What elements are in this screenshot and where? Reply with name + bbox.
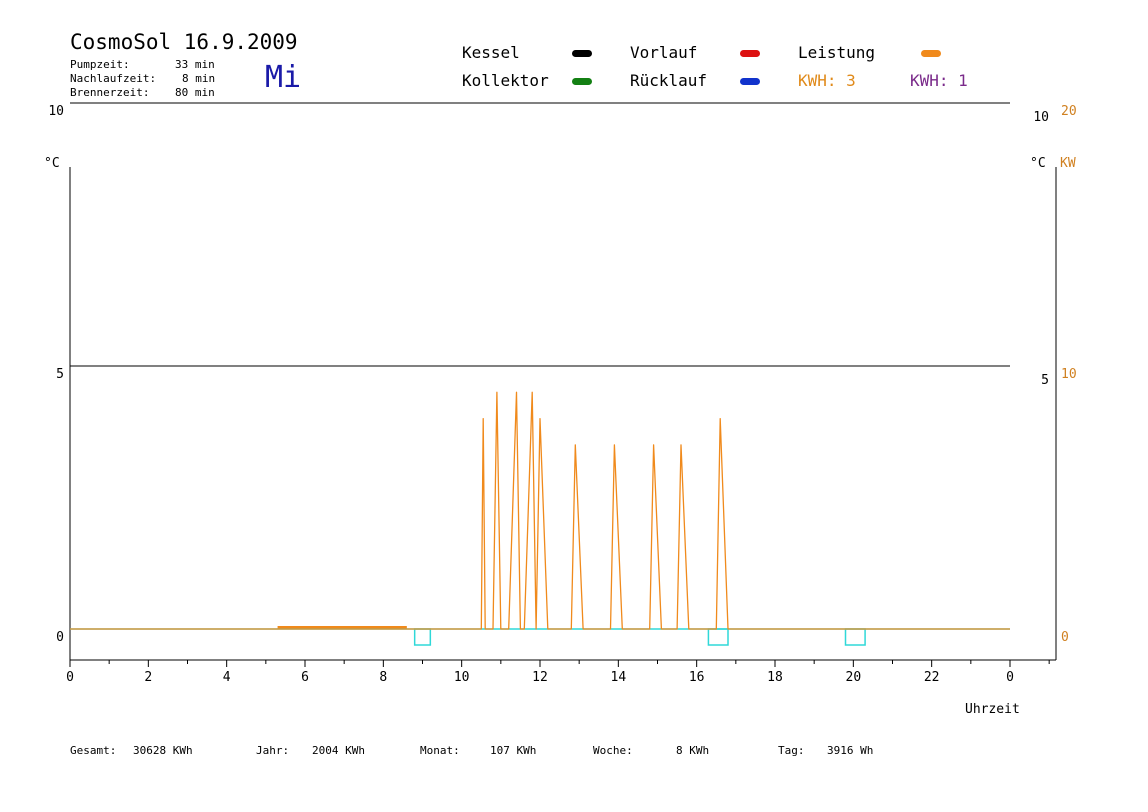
y-axis-power-unit: KW — [1060, 156, 1076, 171]
footer-tag-value: 3916 Wh — [827, 744, 874, 757]
series-leistung — [70, 391, 1010, 630]
x-tick-label: 8 — [379, 670, 387, 685]
legend-kessel-swatch — [572, 50, 592, 57]
legend-kollektor: Kollektor — [462, 71, 549, 90]
legend-kwh-total: KWH: 3 — [798, 71, 856, 90]
stat-pumpzeit-value: 33 min — [175, 58, 215, 71]
x-tick-label: 20 — [846, 670, 862, 685]
x-tick-label: 18 — [767, 670, 783, 685]
footer-woche-label: Woche: — [593, 744, 633, 757]
pump-run-0 — [413, 628, 432, 646]
legend-vorlauf: Vorlauf — [630, 43, 698, 62]
burner-run-0 — [277, 626, 407, 629]
stat-pumpzeit-label: Pumpzeit: — [70, 58, 130, 71]
legend-leistung: Leistung — [798, 43, 876, 62]
footer-jahr-label: Jahr: — [256, 744, 290, 757]
y-left-tick-label: 5 — [56, 367, 64, 382]
footer-jahr-value: 2004 KWh — [312, 744, 365, 757]
y-axis-right-unit: °C — [1030, 156, 1046, 171]
footer-tag-label: Tag: — [778, 744, 805, 757]
x-tick-label: 10 — [454, 670, 470, 685]
y-left-tick-label: 10 — [48, 104, 64, 119]
stat-brennerzeit-value: 80 min — [175, 86, 215, 99]
y-right-tick-label: 10 — [1033, 110, 1049, 125]
axes — [69, 167, 1057, 667]
x-tick-label: 0 — [66, 670, 74, 685]
legend-kessel: Kessel — [462, 43, 520, 62]
x-tick-label: 4 — [223, 670, 231, 685]
footer-monat-label: Monat: — [420, 744, 460, 757]
x-tick-label: 6 — [301, 670, 309, 685]
stat-nachlaufzeit-value: 8 min — [182, 72, 216, 85]
chart-title: CosmoSol 16.9.2009 — [70, 30, 298, 54]
series-lines — [70, 391, 1010, 630]
footer-woche-value: 8 KWh — [676, 744, 710, 757]
x-tick-label: 12 — [532, 670, 548, 685]
y-power-tick-label: 20 — [1061, 104, 1077, 119]
pump-run-1 — [707, 628, 729, 646]
stat-brennerzeit-label: Brennerzeit: — [70, 86, 150, 99]
legend-leistung-swatch — [921, 50, 941, 57]
x-tick-label: 22 — [924, 670, 940, 685]
y-power-tick-label: 0 — [1061, 630, 1069, 645]
y-axis-left-unit: °C — [44, 156, 60, 171]
y-left-tick-label: 0 — [56, 630, 64, 645]
weekday-label: Mi — [265, 60, 302, 95]
y-right-tick-label: 5 — [1041, 373, 1049, 388]
gridlines — [70, 102, 1010, 367]
footer-gesamt-value: 30628 KWh — [133, 744, 193, 757]
footer-monat-value: 107 KWh — [490, 744, 537, 757]
x-tick-label: 16 — [689, 670, 705, 685]
x-tick-label: 0 — [1006, 670, 1014, 685]
legend-ruecklauf: Rücklauf — [630, 71, 708, 90]
tick-labels: 0246810121416182022005101520253035405101… — [48, 104, 1077, 685]
y-power-tick-label: 10 — [1061, 367, 1077, 382]
legend-kwh-secondary: KWH: 1 — [910, 71, 968, 90]
stat-nachlaufzeit-label: Nachlaufzeit: — [70, 72, 157, 85]
legend-vorlauf-swatch — [740, 50, 760, 57]
x-axis-label: Uhrzeit — [965, 702, 1020, 717]
x-tick-label: 2 — [144, 670, 152, 685]
footer-gesamt-label: Gesamt: — [70, 744, 117, 757]
legend-ruecklauf-swatch — [740, 78, 760, 85]
x-tick-label: 14 — [611, 670, 627, 685]
pump-run-2 — [844, 628, 866, 646]
legend-kollektor-swatch — [572, 78, 592, 85]
